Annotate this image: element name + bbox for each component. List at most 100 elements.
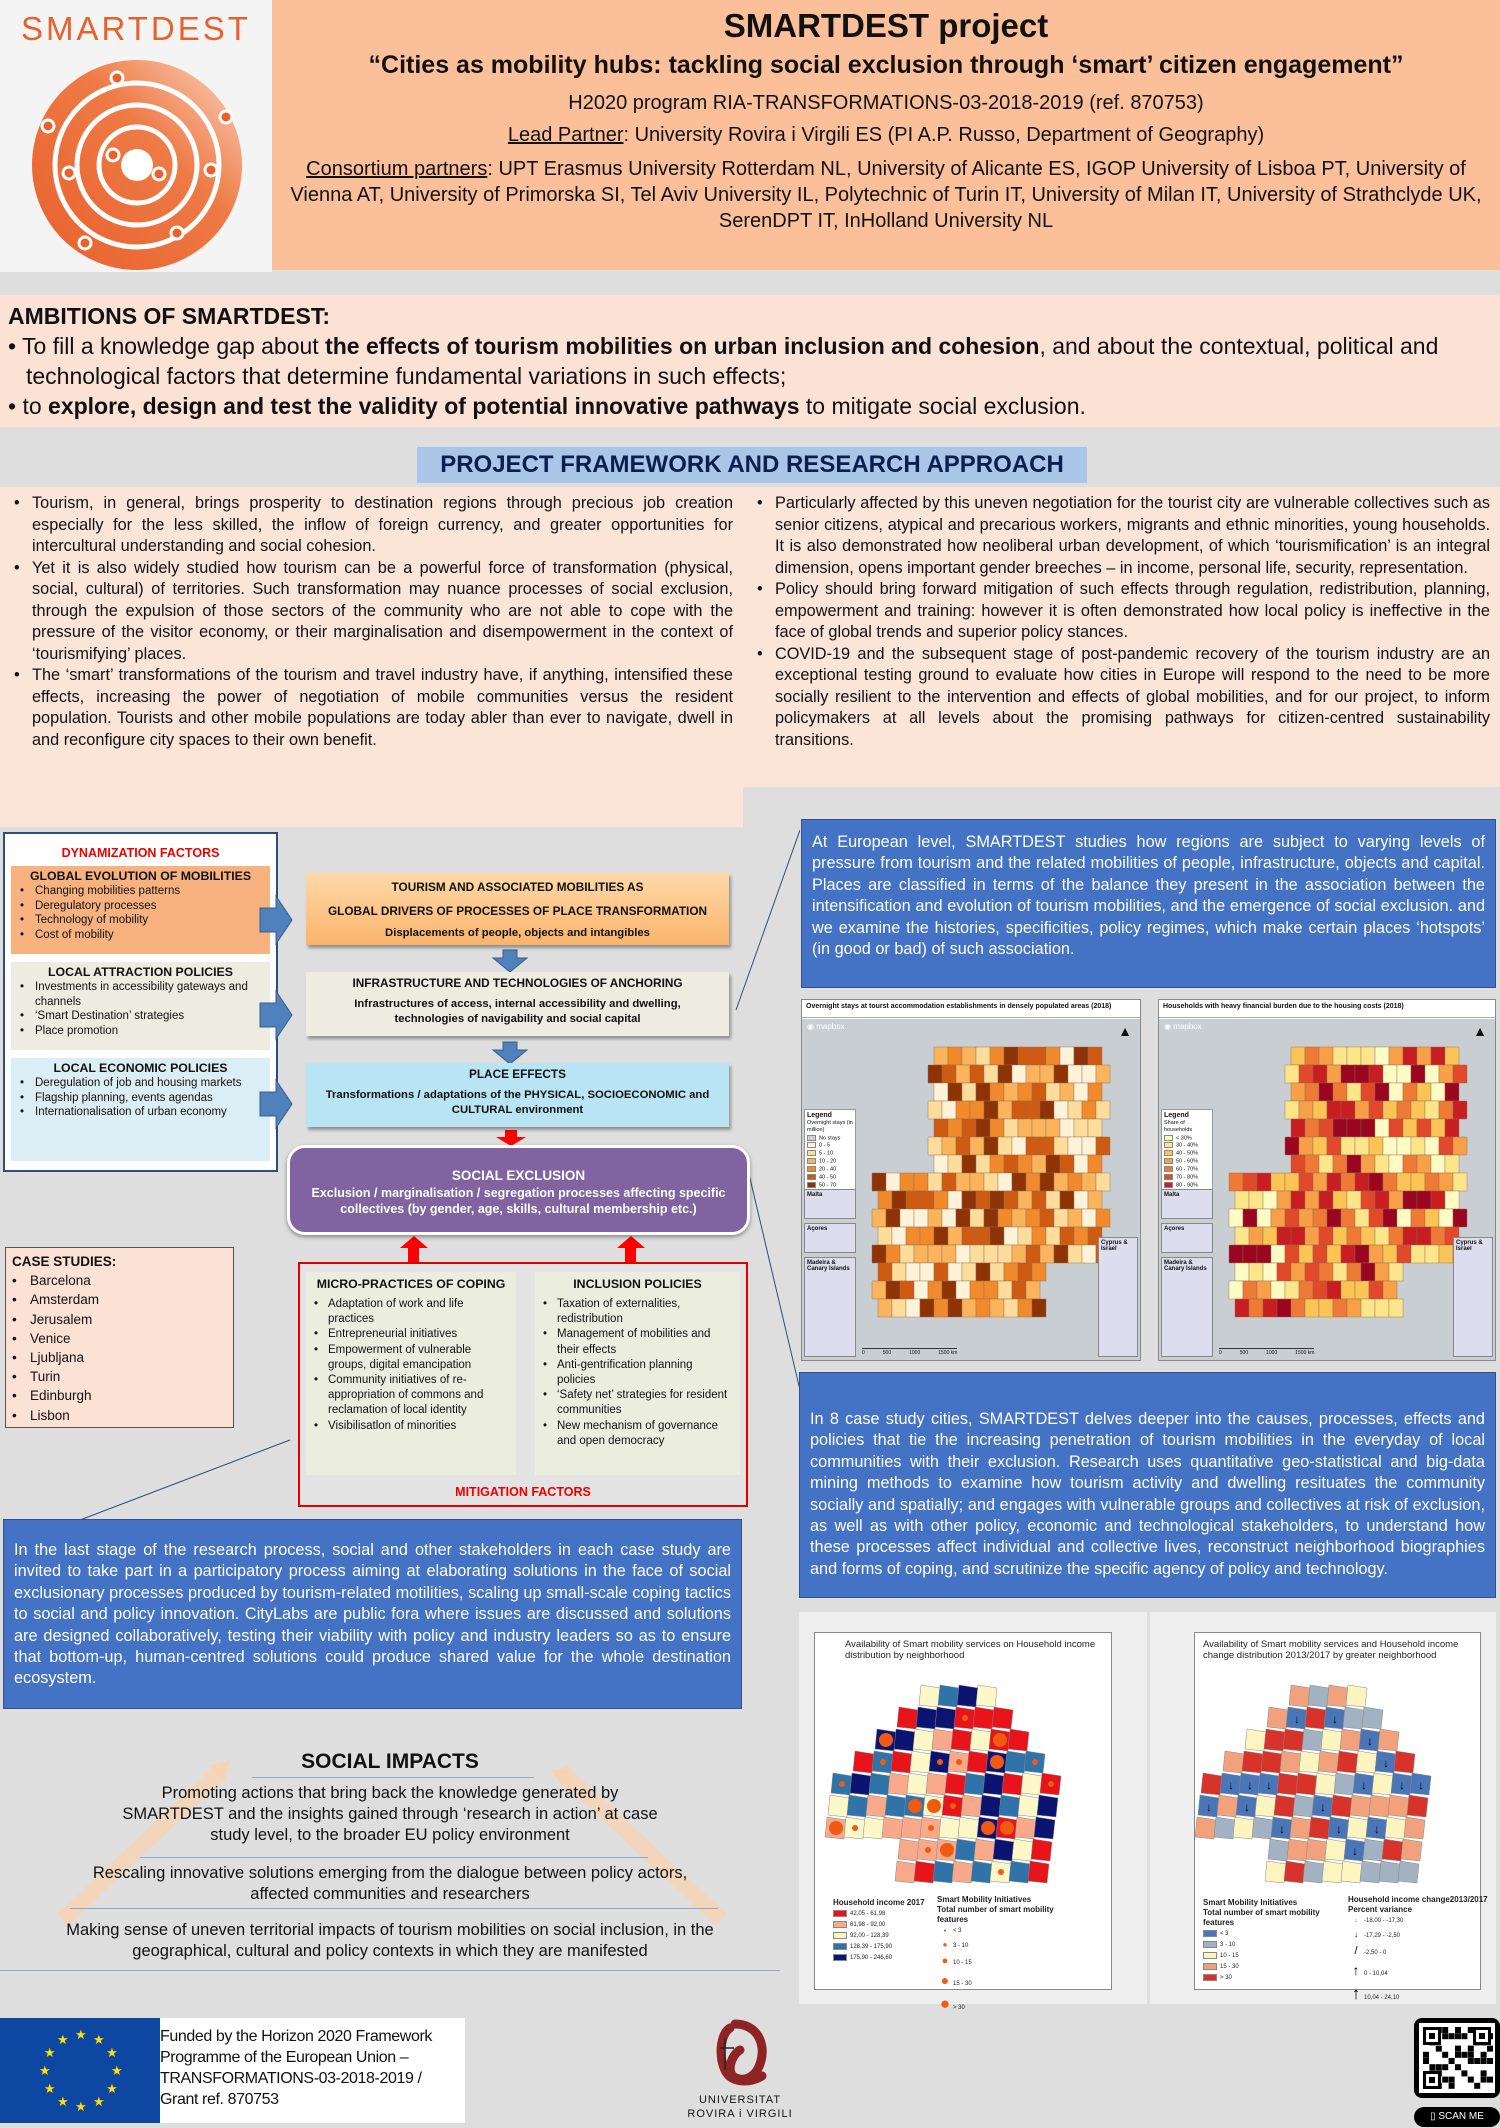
- dynamization-factors-panel: DYNAMIZATION FACTORS GLOBAL EVOLUTION OF…: [3, 832, 278, 1172]
- legend-swatch: [1203, 1930, 1217, 1937]
- neighborhood: [1361, 1706, 1384, 1730]
- neighborhood: [1004, 1750, 1027, 1774]
- map-region: [1053, 1064, 1069, 1084]
- neighborhood: [1307, 1684, 1330, 1708]
- star-icon: ★: [106, 2045, 118, 2060]
- map-region: [1011, 1064, 1027, 1084]
- legend-item: 80 - 90%: [1164, 1182, 1210, 1190]
- neighborhood: [1007, 1728, 1030, 1752]
- initiative-marker: [908, 1799, 922, 1813]
- neighborhood: [862, 1816, 885, 1840]
- framework-left-column: Tourism, in general, brings prosperity t…: [0, 487, 743, 827]
- arrow-icon: ↑: [1352, 1962, 1360, 1978]
- circle-icon: ●: [940, 1972, 950, 1988]
- map-region: [1368, 1280, 1384, 1300]
- map-region: [1031, 1082, 1047, 1102]
- map-region: [891, 1190, 907, 1210]
- map-region: [1059, 1046, 1075, 1066]
- legend-label: 15 - 30: [1220, 1964, 1239, 1971]
- legend-swatch: [833, 1954, 847, 1962]
- map-region: [1452, 1064, 1468, 1084]
- map-region: [1444, 1154, 1460, 1174]
- map-region: [969, 1244, 985, 1264]
- neighborhood: [950, 1728, 973, 1752]
- legend-item: 10 - 15: [1203, 1952, 1338, 1961]
- map-region: [1360, 1154, 1376, 1174]
- map-region: [1031, 1226, 1047, 1246]
- scale-label: 0: [1219, 1350, 1222, 1356]
- star-icon: ★: [44, 2081, 56, 2096]
- map-region: [975, 1226, 991, 1246]
- map-region: [1360, 1082, 1376, 1102]
- micro-item: Visibilisatlon of minorities: [312, 1419, 510, 1434]
- qr-code[interactable]: ▯ SCAN ME: [1414, 2018, 1500, 2127]
- map-region: [947, 1226, 963, 1246]
- neighborhood: [1387, 1794, 1410, 1818]
- map-region: [1312, 1280, 1328, 1300]
- ambition-text: , and about the contextual, political an…: [26, 333, 1439, 389]
- case-study-item: Edinburgh: [12, 1386, 227, 1405]
- neighborhood: [897, 1838, 920, 1862]
- map-region: [1290, 1190, 1306, 1210]
- map-inset: Malta: [1161, 1189, 1213, 1219]
- legend-item: 175,90 - 246,60: [833, 1954, 968, 1963]
- neighborhood: [918, 1684, 941, 1708]
- map-region: [1025, 1172, 1041, 1192]
- map-region: [1304, 1262, 1320, 1282]
- neighborhood: [1359, 1860, 1382, 1884]
- map-region: [955, 1244, 971, 1264]
- neighborhood: [884, 1794, 907, 1818]
- neighborhood: [951, 1860, 974, 1884]
- map-region: [933, 1118, 949, 1138]
- map-region: [1045, 1190, 1061, 1210]
- inclusion-policies-title: INCLUSION POLICIES: [573, 1277, 702, 1291]
- scan-me-badge: ▯ SCAN ME: [1414, 2107, 1500, 2127]
- lead-partner-value: : University Rovira i Virgili ES (PI A.P…: [623, 124, 1265, 146]
- map-region: [1262, 1226, 1278, 1246]
- neighborhood: [1027, 1860, 1050, 1884]
- impact-item: Rescaling innovative solutions emerging …: [92, 1864, 688, 1903]
- map-region: [997, 1064, 1013, 1084]
- map-region: [1360, 1118, 1376, 1138]
- map-region: [975, 1298, 991, 1318]
- legend-swatch: [807, 1134, 816, 1141]
- map-region: [1340, 1100, 1356, 1120]
- case-study-item: Venice: [12, 1329, 227, 1348]
- map-region: [1031, 1046, 1047, 1066]
- neighborhood: [1304, 1706, 1327, 1730]
- ambition-text: to: [22, 393, 49, 419]
- map-region: [1388, 1262, 1404, 1282]
- legend-item: 20 - 40: [807, 1166, 853, 1174]
- map-region: [927, 1100, 943, 1120]
- arrow-icon: /: [1354, 1945, 1358, 1957]
- map-region: [1053, 1208, 1069, 1228]
- map-region: [1095, 1064, 1111, 1084]
- map-region: [1053, 1136, 1069, 1156]
- map-region: [983, 1136, 999, 1156]
- neighborhood: [969, 1728, 992, 1752]
- map-region: [1416, 1226, 1432, 1246]
- neighborhood: [1254, 1794, 1277, 1818]
- neighborhood: [1345, 1684, 1368, 1708]
- initiative-marker: [880, 1759, 886, 1765]
- map-region: [1388, 1226, 1404, 1246]
- map-inset: Madeira & Canary Islands: [1161, 1257, 1213, 1357]
- legend-swatch: [833, 1943, 847, 1951]
- map-region: [913, 1280, 929, 1300]
- map-region: [1452, 1100, 1468, 1120]
- map-region: [1430, 1190, 1446, 1210]
- factor-local-economic: LOCAL ECONOMIC POLICIES Deregulation of …: [11, 1058, 270, 1161]
- map-region: [941, 1280, 957, 1300]
- scale-label: 1000: [909, 1350, 921, 1356]
- social-exclusion-sub: Exclusion / marginalisation / segregatio…: [311, 1185, 726, 1217]
- map-region: [1388, 1298, 1404, 1318]
- inclusion-item: Anti-gentrification planning policies: [541, 1358, 734, 1388]
- legend-label: No stays: [819, 1134, 841, 1141]
- map-region: [1073, 1118, 1089, 1138]
- map-title: Availability of Smart mobility services …: [1203, 1639, 1459, 1661]
- legend-item: 50 - 60%: [1164, 1158, 1210, 1166]
- map-region: [947, 1154, 963, 1174]
- map-region: [1318, 1298, 1334, 1318]
- change-arrow-icon: ↓: [1336, 1822, 1342, 1836]
- change-arrow-icon: ↓: [1367, 1734, 1373, 1748]
